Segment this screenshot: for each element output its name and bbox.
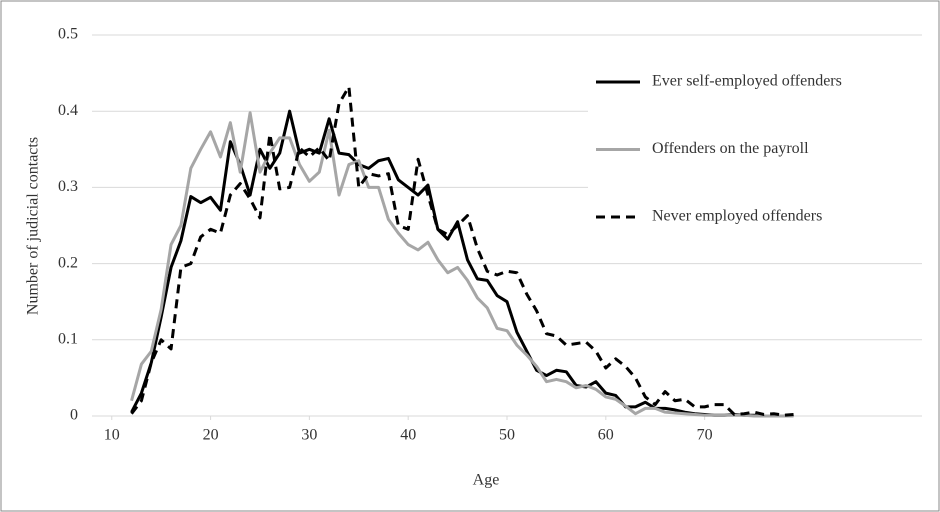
legend-label: Offenders on the payroll <box>652 140 809 157</box>
series-line <box>130 111 794 418</box>
y-tick-label: 0.2 <box>58 254 78 271</box>
x-tick-label: 10 <box>104 427 120 444</box>
legend-label: Ever self-employed offenders <box>652 73 842 90</box>
y-tick-label: 0.3 <box>58 178 78 195</box>
x-tick-label: 60 <box>598 427 614 444</box>
y-tick-label: 0.1 <box>58 330 78 347</box>
legend-label: Never employed offenders <box>652 208 822 225</box>
x-tick-label: 40 <box>400 427 416 444</box>
x-tick-label: 50 <box>499 427 515 444</box>
legend-background <box>588 60 922 240</box>
x-tick-label: 70 <box>697 427 713 444</box>
y-axis-label: Number of judicial contacts <box>25 137 42 315</box>
x-axis-label: Age <box>473 472 500 489</box>
y-tick-label: 0.4 <box>58 102 78 119</box>
y-tick-label: 0 <box>70 407 78 424</box>
x-tick-label: 20 <box>203 427 219 444</box>
y-tick-label: 0.5 <box>58 26 78 43</box>
series-line <box>130 85 794 417</box>
x-tick-label: 30 <box>301 427 317 444</box>
